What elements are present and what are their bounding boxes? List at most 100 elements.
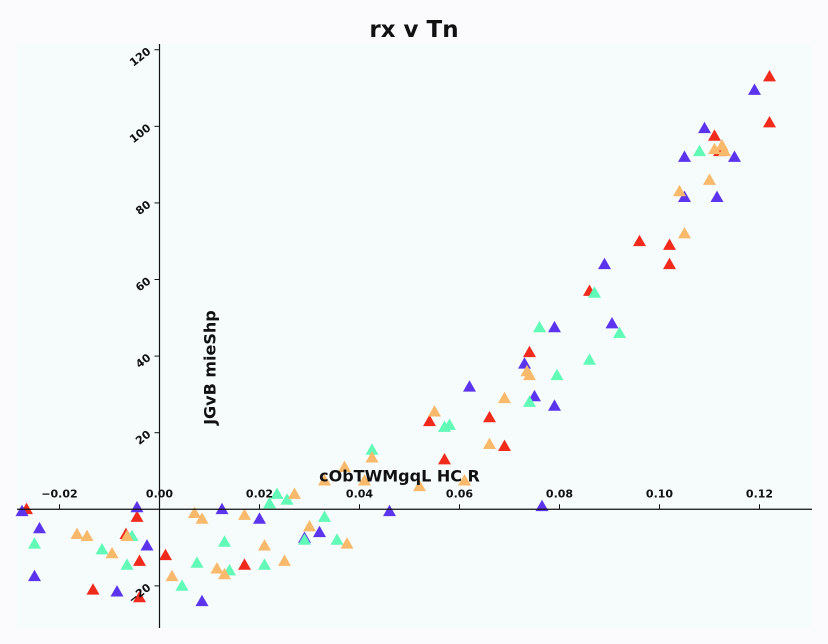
data-point (278, 554, 291, 566)
data-point (663, 257, 676, 270)
data-point (708, 142, 721, 155)
x-tick-label: −0.02 (41, 487, 77, 500)
chart-title: rx v Tn (369, 17, 458, 43)
data-point (548, 399, 561, 411)
data-point (330, 533, 344, 545)
data-point (238, 558, 251, 570)
data-point (188, 506, 201, 518)
x-tick-label: 0.06 (446, 487, 473, 500)
data-point (218, 567, 231, 580)
data-point (190, 556, 204, 568)
data-point (498, 391, 511, 404)
data-point (458, 474, 471, 486)
data-point (523, 395, 536, 407)
data-point (258, 539, 271, 551)
data-point (383, 504, 396, 517)
data-point (678, 227, 691, 239)
data-point (463, 380, 476, 392)
data-point (498, 439, 511, 451)
data-point (215, 502, 229, 515)
data-point (708, 129, 721, 141)
data-point (70, 527, 84, 540)
data-point (423, 414, 436, 427)
data-point (698, 121, 711, 134)
plot-area (17, 44, 812, 628)
data-point (318, 510, 331, 522)
data-point (748, 83, 761, 95)
data-point (298, 533, 311, 545)
data-point (270, 487, 284, 499)
data-point (313, 525, 326, 538)
data-point (718, 144, 731, 157)
data-point (288, 487, 301, 499)
data-point (518, 357, 531, 369)
data-point (120, 529, 134, 541)
data-point (535, 499, 549, 512)
data-point (588, 286, 601, 298)
data-point (633, 234, 646, 247)
data-point (763, 116, 776, 128)
data-point (693, 144, 706, 157)
data-point (28, 537, 41, 549)
x-axis-label: cObTWMgqL HC R (319, 466, 480, 485)
data-point (663, 238, 676, 250)
data-point (238, 508, 251, 520)
data-point (673, 184, 686, 197)
data-point (678, 150, 691, 162)
data-point (548, 320, 561, 333)
x-tick-label: 0.08 (546, 487, 573, 500)
data-point (263, 497, 276, 509)
data-point (443, 418, 456, 430)
data-point (428, 405, 441, 417)
x-tick-label: 0.04 (346, 487, 373, 500)
data-point (605, 317, 619, 329)
data-point (523, 345, 536, 358)
data-point (218, 535, 231, 547)
data-point (133, 590, 146, 603)
data-point (210, 562, 224, 574)
data-point (678, 190, 691, 203)
data-points (15, 70, 776, 607)
data-point (528, 389, 541, 402)
data-point (523, 368, 536, 381)
data-point (258, 558, 271, 570)
data-point (175, 579, 189, 591)
data-point (28, 569, 41, 582)
data-point (533, 320, 546, 333)
data-point (728, 150, 741, 162)
data-point (303, 520, 316, 532)
data-point (110, 585, 124, 597)
x-tick-label: 0.00 (146, 487, 173, 500)
data-point (159, 548, 172, 561)
data-point (133, 554, 146, 566)
data-point (80, 529, 94, 541)
data-point (438, 453, 451, 465)
data-point (140, 539, 154, 551)
data-point (550, 368, 564, 381)
data-point (340, 537, 354, 549)
x-tick-label: 0.12 (746, 487, 773, 500)
data-point (195, 594, 209, 607)
data-point (105, 546, 119, 559)
data-point (120, 558, 134, 570)
data-point (338, 460, 351, 473)
x-axis-ticks: −0.02 0.00 0.02 0.04 0.06 0.08 0.10 0.12 (41, 487, 773, 510)
data-point (15, 504, 29, 517)
data-point (318, 474, 331, 486)
data-point (130, 510, 144, 522)
data-point (165, 569, 179, 582)
x-tick-label: 0.02 (246, 487, 273, 500)
data-point (598, 257, 611, 270)
data-point (358, 474, 371, 486)
data-point (195, 512, 209, 524)
data-point (365, 443, 379, 455)
data-point (483, 437, 496, 450)
data-point (253, 512, 266, 524)
data-point (95, 542, 109, 555)
data-point (86, 583, 100, 595)
data-point (280, 493, 294, 505)
data-point (413, 479, 426, 492)
y-axis-label: JGvB mieShp (201, 310, 220, 426)
data-point (483, 410, 496, 423)
